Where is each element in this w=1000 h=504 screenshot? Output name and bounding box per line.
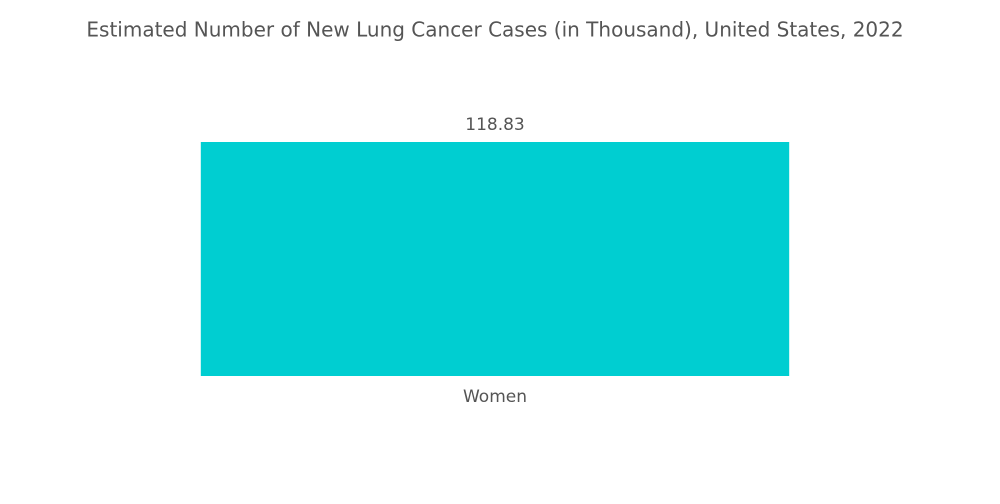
bar [200, 142, 790, 376]
data-label: 118.83 [465, 115, 524, 135]
x-tick-label: Women [463, 387, 527, 407]
chart-title: Estimated Number of New Lung Cancer Case… [86, 18, 903, 42]
